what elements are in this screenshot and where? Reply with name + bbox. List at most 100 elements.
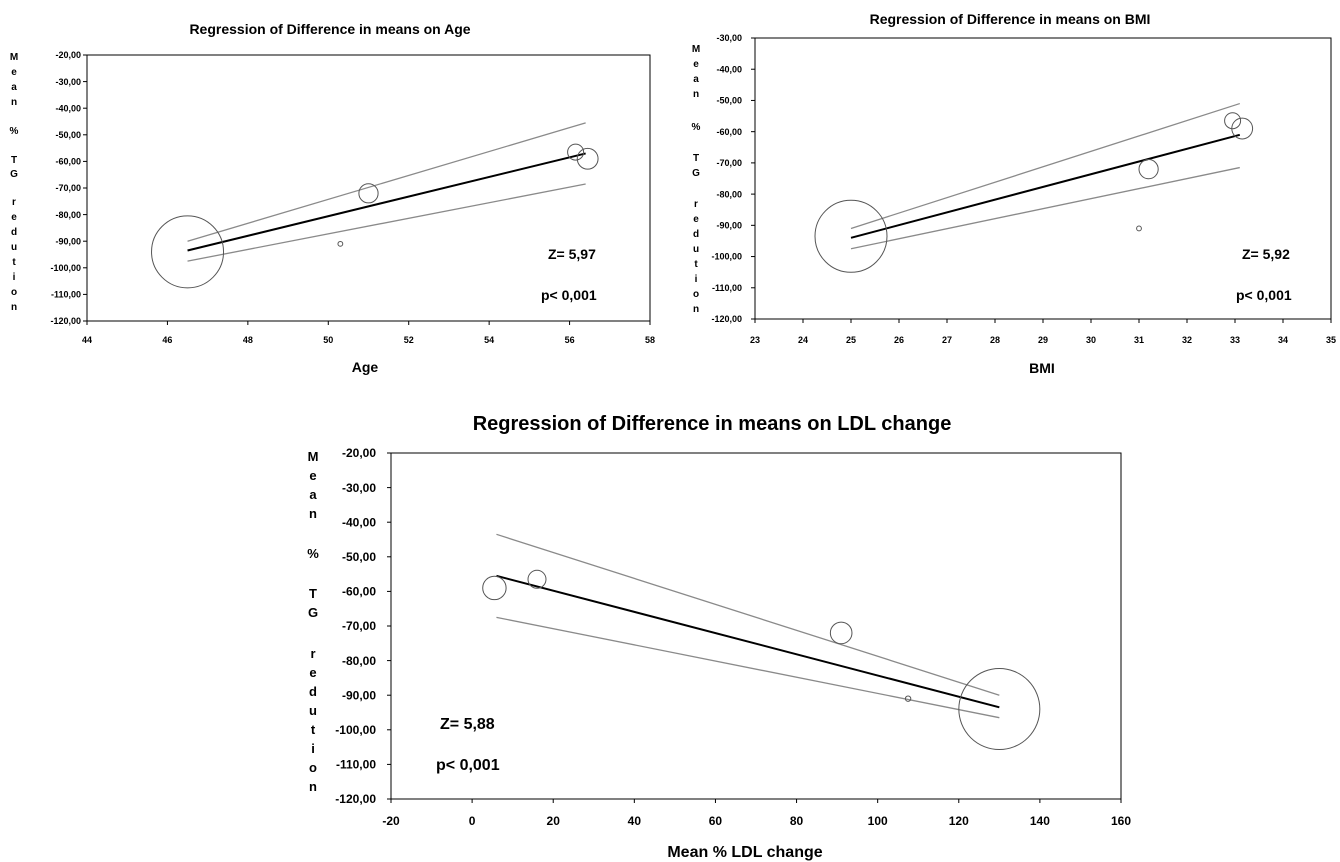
y-axis-label-part: G: [10, 169, 18, 180]
y-axis-label-part: u: [693, 244, 699, 255]
chart-age-marks: 44 46 48 50 52 54 56 58 -20,00 -30,00 -40,00 -50,00…: [50, 50, 655, 345]
y-tick-label: -110,00: [712, 283, 742, 293]
y-tick-label: -20,00: [55, 50, 81, 60]
y-tick-label: -90,00: [55, 236, 81, 246]
y-axis-label-part: u: [11, 242, 17, 253]
chart-title: Regression of Difference in means on Age: [189, 21, 470, 37]
y-axis-label-part: a: [11, 82, 17, 93]
y-axis-label-part: a: [693, 74, 699, 85]
y-tick-label: -80,00: [55, 210, 81, 220]
chart-age: Regression of Difference in means on Age…: [10, 21, 651, 375]
y-axis-label-part: a: [309, 487, 317, 502]
y-axis-label: M e a n % T G r e d u t i o n: [692, 44, 701, 315]
y-tick-label: -60,00: [342, 585, 376, 599]
y-axis-label-part: G: [692, 168, 700, 179]
x-tick-label: 80: [790, 814, 804, 828]
y-axis-label-part: d: [11, 227, 17, 238]
y-axis-label-part: r: [694, 199, 698, 210]
study-point: [358, 183, 379, 204]
y-axis-label-part: r: [310, 646, 315, 661]
z-statistic-label: Z= 5,92: [1242, 246, 1290, 262]
regression-line: [187, 152, 586, 252]
study-point: [337, 240, 344, 247]
y-tick-label: -90,00: [342, 688, 376, 702]
x-tick-label: 35: [1326, 335, 1336, 345]
y-tick-label: -110,00: [51, 290, 81, 300]
y-tick-label: -20,00: [342, 446, 376, 460]
x-tick-label: 52: [404, 335, 414, 345]
y-axis-label-part: t: [12, 257, 16, 268]
y-axis-label-part: o: [11, 287, 17, 298]
y-axis-label-part: e: [11, 212, 17, 223]
p-value-label: p< 0,001: [541, 287, 597, 303]
study-point: [1231, 117, 1254, 140]
z-statistic-label: Z= 5,97: [548, 246, 596, 262]
ci-lower-line: [187, 183, 586, 262]
x-tick-label: 46: [162, 335, 172, 345]
x-tick-label: 23: [750, 335, 760, 345]
x-tick-label: 29: [1038, 335, 1048, 345]
y-tick-label: -70,00: [342, 619, 376, 633]
x-tick-label: 40: [628, 814, 642, 828]
chart-title: Regression of Difference in means on LDL…: [473, 413, 952, 435]
y-axis-label-part: i: [695, 274, 698, 285]
y-axis-label-part: i: [311, 741, 315, 756]
y-tick-label: -30,00: [55, 77, 81, 87]
y-tick-label: -60,00: [716, 127, 742, 137]
y-axis-label-part: o: [693, 289, 699, 300]
x-tick-label: 56: [565, 335, 575, 345]
x-tick-label: 0: [469, 814, 476, 828]
p-value-label: p< 0,001: [436, 757, 500, 774]
chart-ldl: Regression of Difference in means on LDL…: [307, 413, 1122, 861]
x-tick-label: 50: [323, 335, 333, 345]
study-point: [1138, 159, 1159, 180]
y-axis-label-part: u: [309, 703, 317, 718]
plot-frame: [754, 37, 1332, 320]
x-tick-label: 120: [949, 814, 969, 828]
study-point: [1136, 225, 1142, 232]
study-point: [958, 668, 1041, 751]
y-axis-label-part: M: [10, 52, 18, 63]
x-tick-label: 58: [645, 335, 655, 345]
y-axis-label-part: T: [309, 586, 317, 601]
y-tick-label: -100,00: [711, 252, 742, 262]
y-axis-label-part: n: [693, 304, 699, 315]
y-tick-label: -90,00: [716, 220, 742, 230]
y-axis-label-part: G: [308, 605, 318, 620]
regression-line: [496, 574, 1000, 709]
x-tick-label: 60: [709, 814, 723, 828]
ci-upper-line: [850, 102, 1240, 230]
x-tick-label: 20: [547, 814, 561, 828]
study-point: [482, 575, 507, 601]
y-tick-label: -100,00: [335, 723, 376, 737]
y-axis-label-part: t: [694, 259, 698, 270]
y-axis-label-part: n: [309, 779, 317, 794]
y-axis-label-part: M: [308, 449, 319, 464]
y-tick-label: -110,00: [336, 758, 376, 772]
x-tick-label: 34: [1278, 335, 1288, 345]
y-axis-label-part: e: [11, 67, 17, 78]
x-tick-label: 100: [868, 814, 888, 828]
study-point: [567, 143, 585, 161]
y-tick-label: -70,00: [716, 158, 742, 168]
y-tick-label: -70,00: [55, 183, 81, 193]
y-axis-label-part: %: [307, 546, 319, 561]
chart-ldl-marks: -20 0 20 40 60 80 100 120 140 160 -20,00 -30,00 -40,…: [335, 446, 1131, 828]
x-tick-label: 26: [894, 335, 904, 345]
study-point: [151, 215, 225, 289]
x-tick-label: 44: [82, 335, 92, 345]
y-axis-label-part: T: [11, 155, 17, 166]
y-tick-label: -40,00: [716, 64, 742, 74]
z-statistic-label: Z= 5,88: [440, 716, 495, 733]
y-tick-label: -100,00: [50, 263, 81, 273]
study-point: [576, 147, 599, 170]
x-axis-title: BMI: [1029, 360, 1055, 376]
x-tick-label: 48: [243, 335, 253, 345]
y-axis-label-part: e: [309, 468, 316, 483]
y-axis-label-part: M: [692, 44, 700, 55]
y-axis-label: M e a n % T G r e d u t i o n: [10, 52, 19, 313]
y-axis-label-part: e: [693, 59, 699, 70]
y-axis-label-part: i: [13, 272, 16, 283]
p-value-label: p< 0,001: [1236, 287, 1292, 303]
study-point: [829, 621, 853, 645]
